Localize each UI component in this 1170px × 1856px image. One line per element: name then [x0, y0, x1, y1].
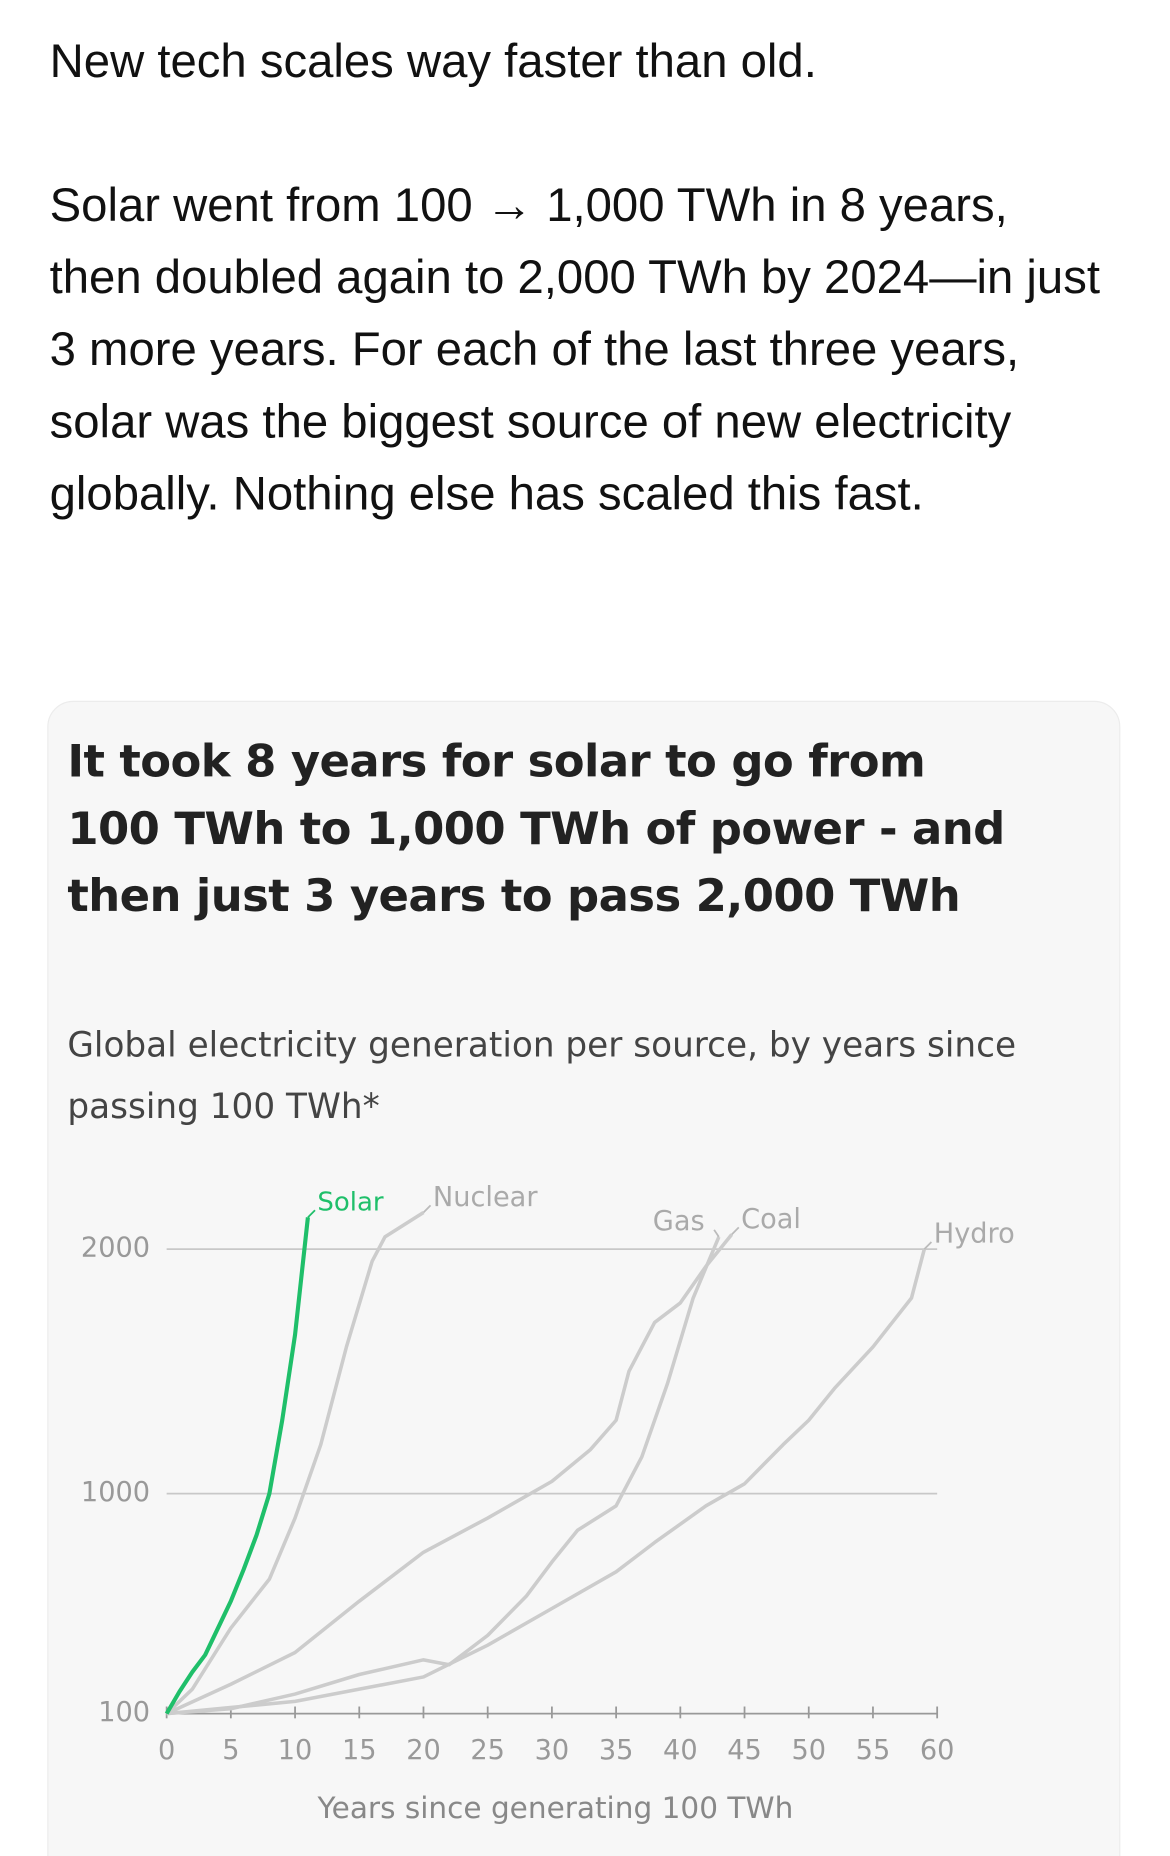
- series-label: Solar: [317, 1188, 384, 1218]
- chart-subtitle: Global electricity generation per source…: [67, 1024, 1017, 1127]
- x-tick-label: 50: [791, 1735, 826, 1766]
- x-tick-label: 15: [342, 1735, 377, 1766]
- y-tick-label: 1000: [81, 1477, 150, 1508]
- chart-card: It took 8 years for solar to go from 100…: [47, 700, 1121, 1856]
- chart-title: It took 8 years for solar to go from 100…: [67, 735, 1005, 922]
- series-line: [166, 1248, 927, 1716]
- x-tick-label: 20: [406, 1735, 441, 1766]
- x-tick-label: 35: [599, 1735, 634, 1766]
- x-tick-label: 45: [727, 1735, 762, 1766]
- x-tick-label: 30: [535, 1735, 570, 1766]
- series-label: Nuclear: [433, 1182, 538, 1213]
- series-line: [166, 1236, 721, 1716]
- label-leader: [731, 1226, 740, 1236]
- series-line: [165, 1233, 734, 1716]
- label-leader: [923, 1241, 933, 1250]
- y-tick-label: 100: [98, 1697, 150, 1728]
- x-tick-label: 60: [920, 1735, 955, 1766]
- label-leader: [422, 1204, 432, 1214]
- x-tick-label: 10: [278, 1735, 313, 1766]
- x-tick-label: 55: [856, 1735, 891, 1766]
- post-paragraph: Solar went from 100 → 1,000 TWh in 8 yea…: [49, 179, 1100, 520]
- label-leader: [713, 1229, 720, 1238]
- x-tick-label: 0: [158, 1735, 175, 1766]
- series-line: [164, 1217, 310, 1715]
- series-label: Hydro: [934, 1218, 1015, 1249]
- series-label: Gas: [653, 1206, 705, 1237]
- x-tick-label: 5: [222, 1735, 239, 1766]
- x-tick-label: 25: [470, 1735, 505, 1766]
- series-line: [165, 1210, 425, 1715]
- x-axis-label: Years since generating 100 TWh: [317, 1791, 794, 1825]
- x-tick-label: 40: [663, 1735, 698, 1766]
- post-line: New tech scales way faster than old.: [49, 35, 817, 88]
- series-label: Coal: [741, 1204, 801, 1235]
- y-tick-label: 2000: [81, 1233, 150, 1264]
- post-text: New tech scales way faster than old. Sol…: [50, 26, 1102, 603]
- label-leader: [307, 1209, 316, 1218]
